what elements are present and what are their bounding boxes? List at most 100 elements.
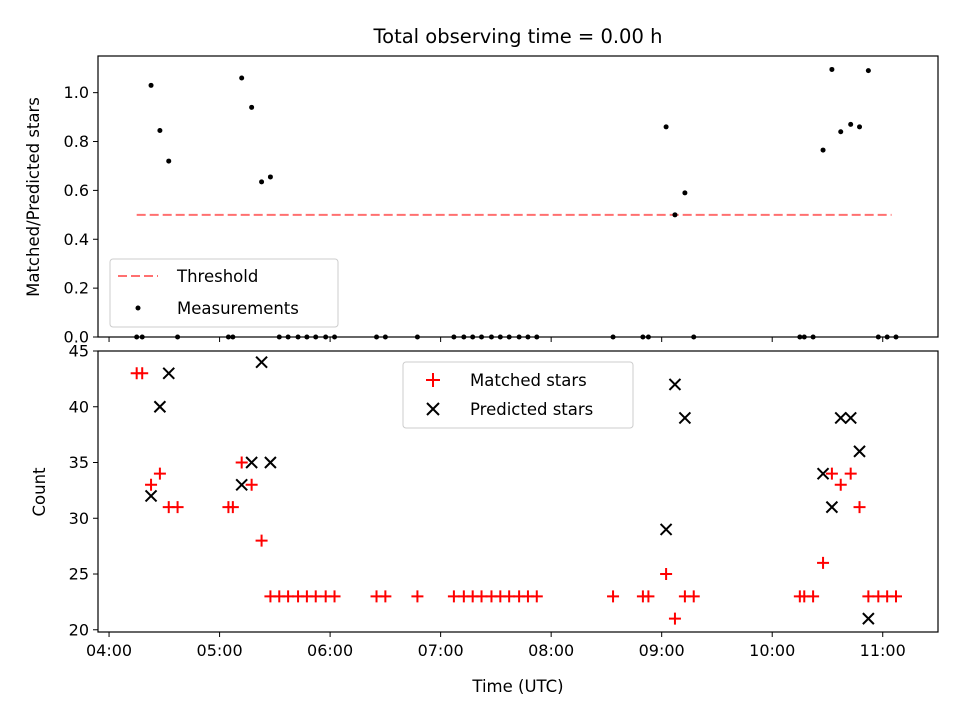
predicted-stars-point — [144, 489, 158, 503]
matched-stars-point — [642, 590, 655, 603]
y-tick-label: 0.6 — [64, 181, 89, 200]
matched-stars-point — [890, 590, 902, 603]
y-tick-label: 0.2 — [64, 279, 89, 298]
top-axes-frame — [97, 55, 939, 338]
matched-stars-point — [660, 568, 673, 581]
measurement-point — [848, 121, 854, 127]
matched-stars-point — [153, 467, 166, 480]
predicted-legend-label: Predicted stars — [470, 400, 593, 419]
predicted-stars-point — [668, 378, 682, 391]
matched-stars-point — [687, 590, 700, 603]
matched-stars-point — [328, 590, 341, 603]
matched-stars-point — [825, 467, 838, 480]
matched-stars-point — [226, 501, 239, 514]
matched-stars-point — [834, 478, 847, 491]
matched-legend-marker — [426, 373, 440, 387]
matched-stars-point — [844, 467, 857, 480]
matched-stars-point — [530, 590, 543, 603]
predicted-stars-point — [255, 355, 268, 369]
top-legend-box — [109, 258, 339, 328]
predicted-stars-point — [844, 411, 857, 425]
predicted-stars-point — [264, 456, 277, 469]
y-tick-label: 20 — [69, 620, 89, 639]
bottom-y-axis-label: Count — [30, 467, 49, 517]
threshold-legend-label: Threshold — [176, 267, 258, 286]
bottom-x-axis: 04:00 05:00 06:00 07:00 08:00 09:00 10:00 11:00 — [86, 632, 906, 660]
x-tick-label: 10:00 — [749, 641, 795, 660]
y-tick-label: 30 — [69, 509, 89, 528]
y-tick-label: 25 — [69, 565, 89, 584]
measurement-point — [857, 124, 863, 130]
measurement-point — [672, 212, 678, 218]
measurement-point — [820, 147, 826, 153]
predicted-stars-point — [825, 500, 839, 514]
measurement-point — [148, 82, 154, 88]
measurement-point — [259, 179, 265, 185]
y-tick-label: 40 — [69, 397, 89, 416]
measurement-point — [239, 75, 245, 81]
measurement-point — [267, 174, 273, 180]
matched-stars-point — [411, 590, 424, 603]
matched-stars-point — [607, 590, 620, 603]
predicted-stars-point — [162, 367, 175, 380]
x-tick-label: 04:00 — [86, 641, 132, 660]
predicted-stars-point — [659, 523, 673, 536]
bottom-panel: 20 25 30 35 40 45 04:00 05:00 06:00 07:00 08:00 09… — [30, 342, 939, 696]
measurement-point — [865, 68, 871, 74]
top-y-axis: 0.0 0.2 0.4 0.6 0.8 1.0 — [64, 83, 98, 347]
matched-stars-point — [853, 501, 866, 514]
predicted-stars-point — [235, 478, 248, 492]
y-tick-label: 0.4 — [64, 230, 89, 249]
x-tick-label: 06:00 — [307, 641, 353, 660]
top-legend: Threshold Measurements — [109, 258, 339, 328]
measurement-point — [829, 66, 835, 72]
x-tick-label: 08:00 — [528, 641, 574, 660]
top-y-axis-label: Matched/Predicted stars — [24, 97, 43, 297]
matched-stars-point — [171, 501, 184, 514]
bottom-legend: Matched stars Predicted stars — [402, 361, 634, 429]
predicted-stars-point — [862, 612, 875, 625]
matched-stars-point — [817, 556, 830, 569]
matched-stars-point — [145, 478, 158, 491]
x-tick-label: 05:00 — [197, 641, 243, 660]
bottom-axes-frame — [97, 350, 939, 633]
measurement-point — [838, 129, 844, 135]
measurements-legend-label: Measurements — [177, 299, 299, 318]
bottom-legend-box — [402, 361, 634, 429]
predicted-stars-point — [153, 400, 167, 413]
measurement-point — [249, 104, 255, 110]
measurements-legend-marker — [135, 305, 141, 311]
predicted-stars-point — [834, 411, 847, 425]
x-axis-label: Time (UTC) — [471, 677, 563, 696]
matched-stars-point — [245, 478, 258, 491]
matched-legend-label: Matched stars — [470, 371, 587, 390]
predicted-stars-point — [678, 411, 692, 425]
matched-stars-point — [235, 456, 248, 469]
measurement-point — [157, 128, 163, 134]
matched-stars-point — [379, 590, 392, 603]
measurement-point — [166, 158, 172, 164]
y-tick-label: 1.0 — [64, 83, 89, 102]
y-tick-label: 0.8 — [64, 132, 89, 151]
predicted-legend-marker — [426, 402, 440, 416]
x-tick-label: 09:00 — [639, 641, 685, 660]
predicted-stars-point — [245, 456, 258, 469]
chart-title: Total observing time = 0.00 h — [373, 25, 663, 48]
x-tick-label: 07:00 — [418, 641, 464, 660]
matched-stars-point — [136, 367, 149, 380]
x-tick-label: 11:00 — [860, 641, 906, 660]
top-x-axis — [108, 337, 884, 342]
measurement-point — [682, 190, 688, 196]
bottom-plot-area — [130, 355, 902, 625]
bottom-y-axis: 20 25 30 35 40 45 — [69, 342, 98, 639]
y-tick-label: 45 — [69, 342, 89, 361]
y-tick-label: 35 — [69, 453, 89, 472]
matched-stars-point — [668, 612, 681, 625]
top-panel: 0.0 0.2 0.4 0.6 0.8 1.0 Matched/Predicted sta… — [24, 55, 939, 347]
measurement-point — [663, 124, 669, 130]
matched-stars-point — [807, 590, 820, 603]
y-tick-label: 0.0 — [64, 328, 89, 347]
predicted-stars-point — [853, 445, 866, 458]
matched-stars-point — [255, 534, 268, 547]
